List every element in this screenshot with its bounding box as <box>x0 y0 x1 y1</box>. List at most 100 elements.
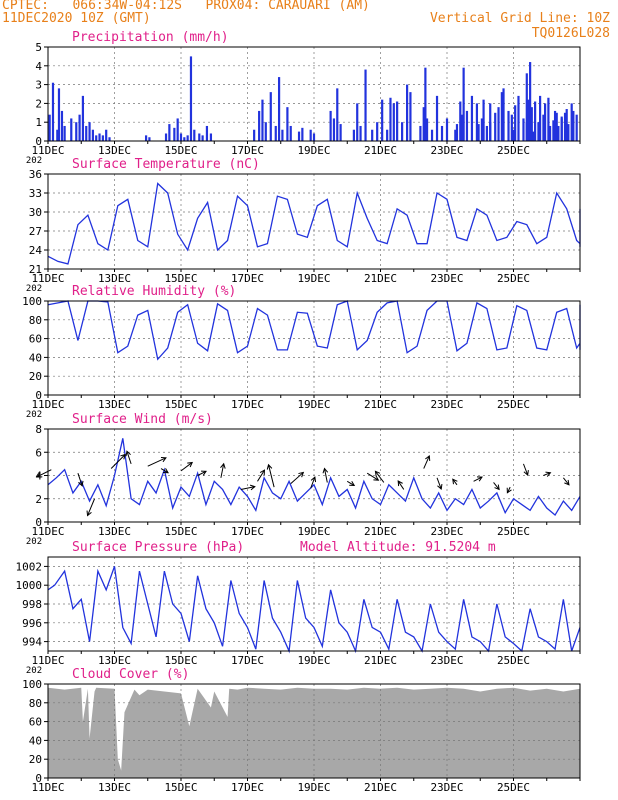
y-tick-label: 100 <box>22 295 42 308</box>
y-tick-label: 0 <box>35 389 42 402</box>
x-tick-label: 13DEC <box>98 525 131 538</box>
y-tick-label: 60 <box>29 333 42 346</box>
x-tick-label: 25DEC <box>497 398 530 411</box>
precip-bar <box>440 125 444 141</box>
precip-bar <box>455 124 459 141</box>
y-tick-label: 40 <box>29 734 42 747</box>
precip-bar <box>425 118 429 141</box>
header-model-code: TQ0126L028 <box>531 26 610 41</box>
precip-bar <box>517 95 520 141</box>
precip-bar <box>108 137 111 141</box>
precip-bar <box>465 110 469 141</box>
precip-bar <box>301 127 304 141</box>
precip-bar <box>575 114 578 141</box>
y-tick-label: 0 <box>35 772 42 785</box>
precip-bar <box>274 125 277 141</box>
y-tick-label: 33 <box>29 187 42 200</box>
wind-arrow <box>397 480 405 490</box>
wind-arrow <box>493 482 500 490</box>
wind-arrow-head <box>397 480 403 487</box>
precip-bar <box>572 110 575 141</box>
y-tick-label: 994 <box>22 636 42 649</box>
header-date: 11DEC2020 10Z (GMT) <box>2 11 151 26</box>
precip-bar <box>534 101 537 141</box>
y-tick-label: 1002 <box>16 560 43 573</box>
y-tick-label: 998 <box>22 598 42 611</box>
precip-bar <box>91 129 94 141</box>
precip-bar <box>209 133 213 141</box>
wind-arrow-head <box>266 463 273 470</box>
precip-bar <box>497 107 500 141</box>
precip-bar <box>75 122 78 141</box>
precip-bar <box>269 92 272 141</box>
precip-bar <box>78 114 81 141</box>
x-tick-label: 23DEC <box>430 272 463 285</box>
wind-arrow <box>543 472 551 476</box>
precip-title: Precipitation (mm/h) <box>72 30 229 45</box>
x-tick-label: 25DEC <box>497 144 530 157</box>
temp-panel <box>44 173 581 272</box>
y-tick-label: 21 <box>29 263 42 276</box>
precip-bar <box>563 112 567 141</box>
wind-arrow-head <box>373 475 380 481</box>
x-tick-label: 15DEC <box>164 654 197 667</box>
x-tick-label: 19DEC <box>297 272 330 285</box>
precip-bar <box>422 107 425 141</box>
pres-panel <box>44 556 581 654</box>
wind-arrow-head <box>322 467 329 474</box>
wind-arrow-head <box>160 456 167 463</box>
wind-arrow <box>324 468 328 483</box>
precip-bar <box>179 133 183 141</box>
precip-bar <box>462 67 465 141</box>
precip-bar <box>477 124 480 141</box>
precip-bar <box>51 82 55 141</box>
x-tick-label: 17DEC <box>231 654 264 667</box>
y-tick-label: 0 <box>35 135 42 148</box>
x-tick-label: 21DEC <box>364 144 397 157</box>
precip-bar <box>57 88 61 141</box>
precip-bar <box>101 135 104 141</box>
precip-bar <box>376 122 379 141</box>
x-tick-label: 11DEC <box>31 144 64 157</box>
x-tick-label: 23DEC <box>430 654 463 667</box>
wind-arrow-head <box>349 480 356 487</box>
y-tick-label: 20 <box>29 753 42 766</box>
precip-bar <box>198 133 201 141</box>
x-tick-label: 15DEC <box>164 398 197 411</box>
precip-bar <box>553 110 557 141</box>
wind-arrow-head <box>36 472 43 478</box>
precip-bar <box>148 137 151 141</box>
precip-bar <box>144 135 148 141</box>
x-tick-label: 11DEC <box>31 272 64 285</box>
x-tick-label: 13DEC <box>98 654 131 667</box>
precip-bar <box>507 110 510 141</box>
precip-bar <box>512 129 515 141</box>
y-tick-label: 60 <box>29 716 42 729</box>
precip-bar <box>424 67 427 141</box>
y-tick-label: 6 <box>35 446 42 459</box>
y-tick-label: 4 <box>35 60 42 73</box>
wind-arrow-head <box>452 478 458 485</box>
wind-arrow-head <box>310 476 317 483</box>
precip-bar <box>527 99 530 141</box>
precip-bar <box>386 129 389 141</box>
precip-bar <box>95 135 98 141</box>
x-year-label: 202 <box>26 410 42 420</box>
wind-arrow <box>562 477 570 486</box>
precip-bar <box>539 95 542 141</box>
rh-series-line <box>47 300 581 361</box>
precip-bar <box>289 125 292 141</box>
precip-bar <box>364 69 367 141</box>
header-grid-note: Vertical Grid Line: 10Z <box>429 11 610 26</box>
precip-bar <box>525 73 528 141</box>
wind-arrow <box>290 472 304 485</box>
pres-title: Surface Pressure (hPa) <box>72 540 244 555</box>
y-tick-label: 80 <box>29 697 42 710</box>
wind-arrow-head <box>494 484 500 491</box>
cloud-title: Cloud Cover (%) <box>72 667 189 682</box>
precip-bar <box>309 129 312 141</box>
precip-bar <box>409 92 412 141</box>
wind-arrow <box>160 468 169 474</box>
wind-arrow-head <box>437 484 443 491</box>
